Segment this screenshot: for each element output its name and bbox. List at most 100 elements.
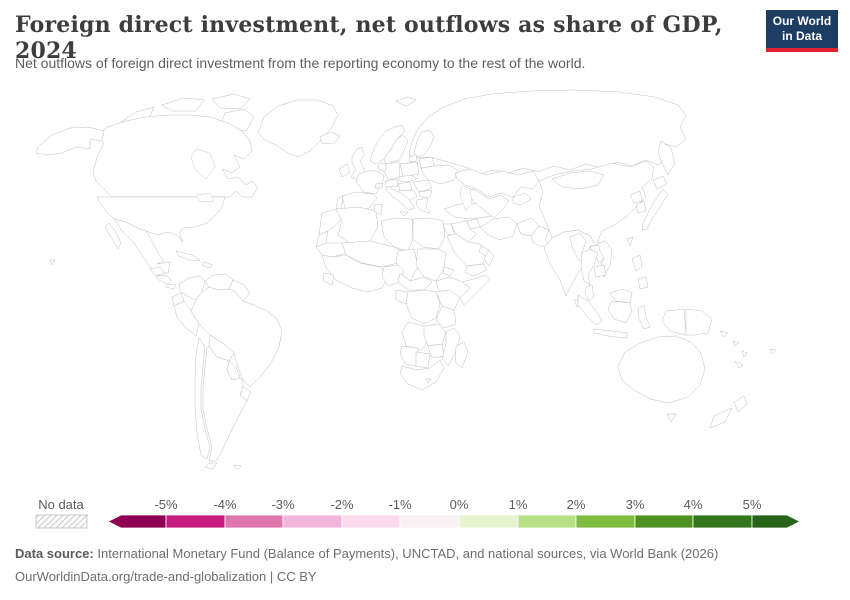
country-new-caledonia[interactable] [734, 360, 744, 369]
country-mexico[interactable] [113, 218, 171, 274]
country-solomon-islands[interactable] [732, 340, 740, 347]
country-sudan[interactable] [415, 248, 447, 282]
country-philippines[interactable] [631, 254, 643, 272]
country-central-america[interactable] [155, 274, 173, 285]
country-australia[interactable] [617, 335, 706, 404]
country-argentina[interactable] [202, 345, 248, 462]
country-namibia[interactable] [399, 345, 419, 367]
country-hungary[interactable] [397, 181, 413, 192]
country-romania[interactable] [412, 179, 433, 193]
country-canada[interactable] [161, 97, 205, 112]
country-ukraine[interactable] [420, 164, 459, 185]
country-mongolia[interactable] [551, 170, 605, 190]
country-japan[interactable] [641, 188, 669, 231]
legend-bin-neg5-neg4[interactable] [165, 514, 226, 529]
country-new-zealand[interactable] [733, 395, 748, 413]
country-greece[interactable] [415, 197, 431, 214]
legend-bin-4-5[interactable] [692, 514, 753, 529]
country-germany[interactable] [383, 161, 401, 181]
country-somalia[interactable] [459, 274, 491, 306]
country-new-zealand[interactable] [709, 407, 733, 429]
country-iceland[interactable] [319, 131, 341, 145]
country-mauritania[interactable] [315, 242, 347, 258]
country-estonia[interactable] [408, 154, 418, 163]
country-tanzania[interactable] [435, 305, 457, 329]
country-peru[interactable] [173, 300, 200, 337]
country-czech-slovakia[interactable] [398, 174, 418, 183]
country-eritrea[interactable] [442, 266, 455, 277]
country-north-korea[interactable] [629, 190, 643, 204]
country-thailand[interactable] [580, 248, 599, 286]
country-kyrgyzstan-tajikistan[interactable] [512, 192, 532, 206]
country-bulgaria[interactable] [418, 189, 433, 198]
owid-logo[interactable]: Our World in Data [766, 10, 838, 52]
country-cuba[interactable] [175, 250, 201, 262]
country-greenland[interactable] [257, 99, 339, 158]
country-indonesia-papua[interactable] [661, 308, 687, 336]
country-indonesia-sulawesi[interactable] [637, 304, 651, 330]
country-taiwan[interactable] [626, 236, 634, 247]
no-data-swatch[interactable] [35, 514, 88, 529]
country-libya[interactable] [380, 217, 414, 252]
country-guatemala[interactable] [149, 266, 166, 277]
country-alaska[interactable] [35, 126, 105, 156]
legend-bin-neg4-neg3[interactable] [224, 514, 284, 529]
country-uzbekistan-turkmenistan[interactable] [464, 186, 510, 219]
country-papua-new-guinea[interactable] [685, 308, 713, 336]
country-canada[interactable] [92, 114, 259, 198]
country-finland[interactable] [413, 129, 435, 158]
country-cambodia[interactable] [593, 264, 607, 278]
country-cameroon-car[interactable] [397, 272, 433, 291]
country-chile[interactable] [204, 462, 218, 470]
country-zimbabwe[interactable] [427, 343, 445, 359]
country-hispaniola[interactable] [201, 261, 214, 269]
country-zambia[interactable] [423, 323, 447, 347]
country-mozambique[interactable] [441, 327, 461, 367]
legend-bin-neg3-neg2[interactable] [282, 514, 343, 529]
country-oman[interactable] [483, 249, 495, 267]
country-lesotho[interactable] [425, 378, 432, 384]
country-portugal[interactable] [335, 195, 344, 211]
country-yemen[interactable] [464, 263, 488, 277]
country-uganda-kenya[interactable] [435, 289, 461, 311]
country-fiji[interactable] [769, 348, 777, 355]
legend-bin-below-neg5[interactable] [107, 514, 167, 529]
country-indonesia-borneo[interactable] [607, 300, 633, 324]
country-south-korea[interactable] [635, 200, 647, 214]
country-norway[interactable] [369, 124, 406, 165]
country-guinea[interactable] [322, 272, 335, 286]
legend-bin-1-2[interactable] [517, 514, 577, 529]
country-algeria[interactable] [335, 206, 379, 246]
country-indonesia-sumatra[interactable] [577, 294, 603, 326]
country-italy-sicily[interactable] [399, 211, 409, 217]
legend-bin-neg2-neg1[interactable] [341, 514, 401, 529]
owid-url-link[interactable]: OurWorldinData.org/trade-and-globalizati… [15, 569, 267, 584]
country-chile[interactable] [194, 337, 211, 460]
legend-bin-0-1[interactable] [458, 514, 519, 529]
country-austria[interactable] [384, 178, 399, 188]
country-italy[interactable] [385, 185, 416, 211]
legend-bin-3-4[interactable] [634, 514, 694, 529]
country-poland[interactable] [399, 161, 420, 178]
legend-bin-neg1-0[interactable] [399, 514, 460, 529]
country-canada[interactable] [211, 93, 251, 110]
country-tunisia[interactable] [373, 203, 383, 216]
country-kazakhstan[interactable] [454, 168, 540, 198]
country-botswana[interactable] [415, 351, 431, 369]
country-benelux[interactable] [377, 162, 387, 173]
country-iran[interactable] [479, 216, 518, 241]
country-switzerland[interactable] [374, 182, 384, 189]
country-malaysia-borneo[interactable] [609, 288, 633, 304]
country-vanuatu[interactable] [741, 350, 748, 358]
country-hawaii[interactable] [49, 259, 56, 266]
country-mexico[interactable] [104, 222, 122, 250]
country-philippines[interactable] [637, 276, 649, 290]
country-south-africa[interactable] [399, 359, 445, 391]
country-madagascar[interactable] [454, 341, 469, 369]
country-panama[interactable] [165, 283, 177, 290]
country-west-africa[interactable] [321, 254, 389, 293]
country-indonesia-java[interactable] [593, 328, 629, 339]
country-malaysia[interactable] [584, 284, 595, 302]
country-ireland[interactable] [338, 163, 351, 178]
country-egypt[interactable] [412, 217, 446, 250]
